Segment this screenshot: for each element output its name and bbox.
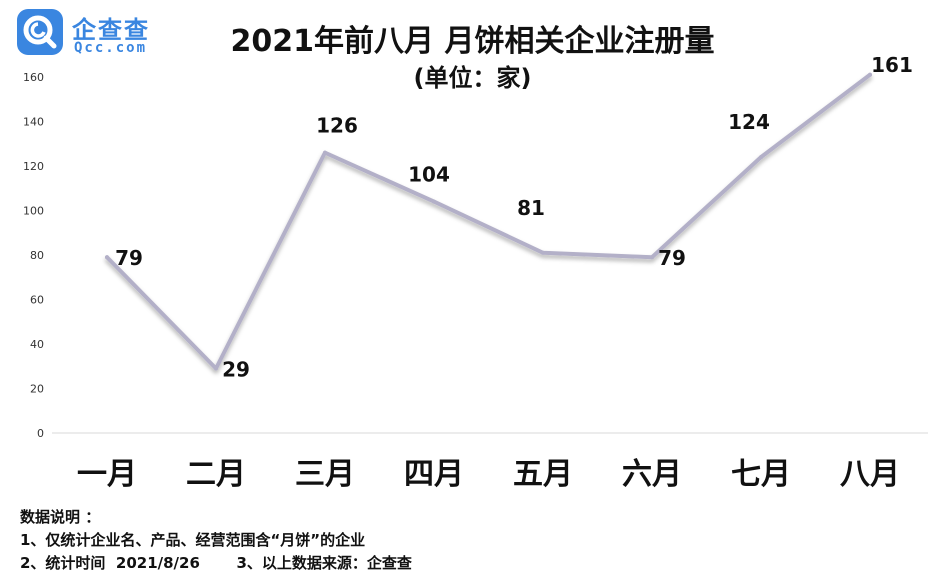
data-notes: 数据说明 ： 1、仅统计企业名、产品、经营范围含“月饼”的企业 2、统计时间 2… (20, 506, 412, 575)
data-point (650, 255, 654, 260)
x-tick-label: 二月 (186, 457, 246, 492)
chart-subtitle: (单位：家) (413, 64, 532, 92)
data-label: 79 (115, 246, 143, 270)
data-label: 81 (517, 196, 545, 220)
data-point (323, 150, 327, 155)
data-label: 161 (871, 53, 913, 77)
y-tick-label: 140 (23, 116, 44, 129)
x-tick-label: 六月 (622, 457, 682, 492)
data-label: 104 (408, 163, 450, 187)
y-tick-label: 20 (30, 383, 44, 396)
data-point (105, 255, 109, 260)
series-line (105, 72, 872, 371)
data-point (759, 155, 763, 160)
x-tick-label: 三月 (295, 457, 355, 492)
x-tick-label: 八月 (840, 457, 900, 492)
chart-title: 2021年前八月 月饼相关企业注册量 (230, 24, 715, 59)
data-point (432, 199, 436, 204)
y-tick-label: 100 (23, 205, 44, 218)
y-tick-label: 160 (23, 71, 44, 84)
x-tick-label: 一月 (77, 457, 137, 492)
data-point (868, 72, 872, 77)
logo-text-cn: 企查查 (72, 16, 150, 44)
notes-line-1: 1、仅统计企业名、产品、经营范围含“月饼”的企业 (20, 531, 366, 549)
data-label: 79 (658, 246, 686, 270)
qcc-logo-icon (17, 9, 63, 55)
x-tick-label: 四月 (404, 457, 464, 492)
data-point (541, 250, 545, 255)
data-point (214, 366, 218, 371)
y-tick-label: 0 (37, 427, 44, 440)
data-label: 124 (728, 110, 770, 134)
logo-text-en: Qcc.com (74, 40, 148, 56)
qcc-logo: 企查查 Qcc.com (16, 8, 166, 58)
notes-heading: 数据说明 ： (20, 508, 101, 526)
notes-line-2: 2、统计时间 2021/8/26 3、以上数据来源：企查查 (20, 554, 412, 572)
data-label: 29 (222, 357, 250, 381)
x-tick-label: 五月 (513, 457, 573, 492)
y-tick-label: 40 (30, 338, 44, 351)
y-tick-label: 80 (30, 249, 44, 262)
data-label: 126 (316, 114, 358, 138)
x-tick-label: 七月 (731, 457, 791, 492)
y-tick-label: 60 (30, 294, 44, 307)
y-tick-label: 120 (23, 160, 44, 173)
